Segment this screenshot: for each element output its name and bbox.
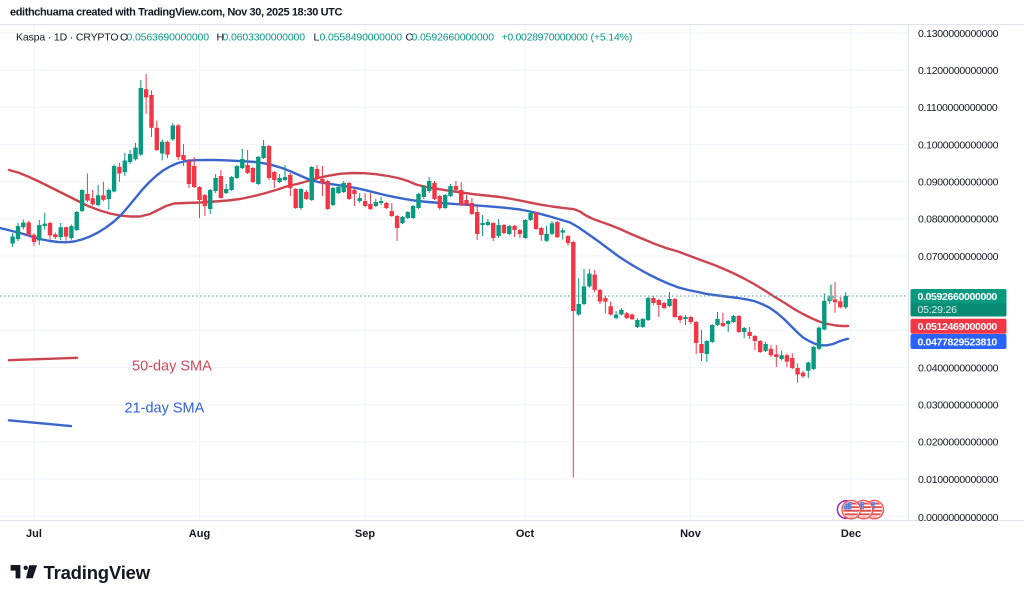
svg-text:0.0603300000000: 0.0603300000000 bbox=[223, 32, 306, 44]
svg-text:0.0100000000000: 0.0100000000000 bbox=[918, 474, 999, 486]
svg-text:edithchuama created with Tradi: edithchuama created with TradingView.com… bbox=[10, 7, 342, 19]
svg-text:0.0558490000000: 0.0558490000000 bbox=[320, 32, 403, 44]
svg-text:Aug: Aug bbox=[189, 528, 210, 540]
svg-text:05:29:26: 05:29:26 bbox=[918, 304, 958, 316]
svg-text:0.0477829523810: 0.0477829523810 bbox=[918, 336, 998, 348]
svg-text:0.0512469000000: 0.0512469000000 bbox=[918, 321, 998, 333]
svg-text:0.0700000000000: 0.0700000000000 bbox=[918, 251, 999, 263]
svg-text:0.0300000000000: 0.0300000000000 bbox=[918, 400, 999, 412]
svg-text:0.0800000000000: 0.0800000000000 bbox=[918, 214, 999, 226]
svg-text:0.1300000000000: 0.1300000000000 bbox=[918, 28, 999, 40]
svg-text:21-day SMA: 21-day SMA bbox=[125, 400, 205, 416]
svg-text:Kaspa · 1D · CRYPTO: Kaspa · 1D · CRYPTO bbox=[16, 32, 118, 44]
svg-text:Sep: Sep bbox=[355, 528, 375, 540]
svg-text:0.0592660000000: 0.0592660000000 bbox=[412, 32, 495, 44]
svg-text:+0.0028970000000: +0.0028970000000 bbox=[502, 32, 588, 44]
svg-text:0.0900000000000: 0.0900000000000 bbox=[918, 177, 999, 189]
svg-text:Dec: Dec bbox=[841, 528, 861, 540]
svg-text:Oct: Oct bbox=[516, 528, 535, 540]
svg-text:0.0200000000000: 0.0200000000000 bbox=[918, 437, 999, 449]
svg-text:0.1100000000000: 0.1100000000000 bbox=[918, 102, 998, 114]
svg-text:TradingView: TradingView bbox=[44, 562, 151, 583]
svg-text:L: L bbox=[314, 32, 320, 44]
svg-text:0.0000000000000: 0.0000000000000 bbox=[918, 512, 999, 524]
svg-text:0.0592660000000: 0.0592660000000 bbox=[918, 291, 998, 303]
svg-text:0.0563690000000: 0.0563690000000 bbox=[127, 32, 210, 44]
svg-text:C: C bbox=[406, 32, 414, 44]
svg-text:(+5.14%): (+5.14%) bbox=[591, 32, 633, 44]
svg-text:H: H bbox=[217, 32, 224, 44]
svg-text:0.1200000000000: 0.1200000000000 bbox=[918, 65, 999, 77]
svg-text:Jul: Jul bbox=[26, 528, 42, 540]
svg-text:50-day SMA: 50-day SMA bbox=[132, 359, 212, 375]
svg-text:Nov: Nov bbox=[680, 528, 702, 540]
svg-text:O: O bbox=[120, 32, 128, 44]
svg-text:0.1000000000000: 0.1000000000000 bbox=[918, 139, 999, 151]
svg-text:0.0400000000000: 0.0400000000000 bbox=[918, 362, 999, 374]
